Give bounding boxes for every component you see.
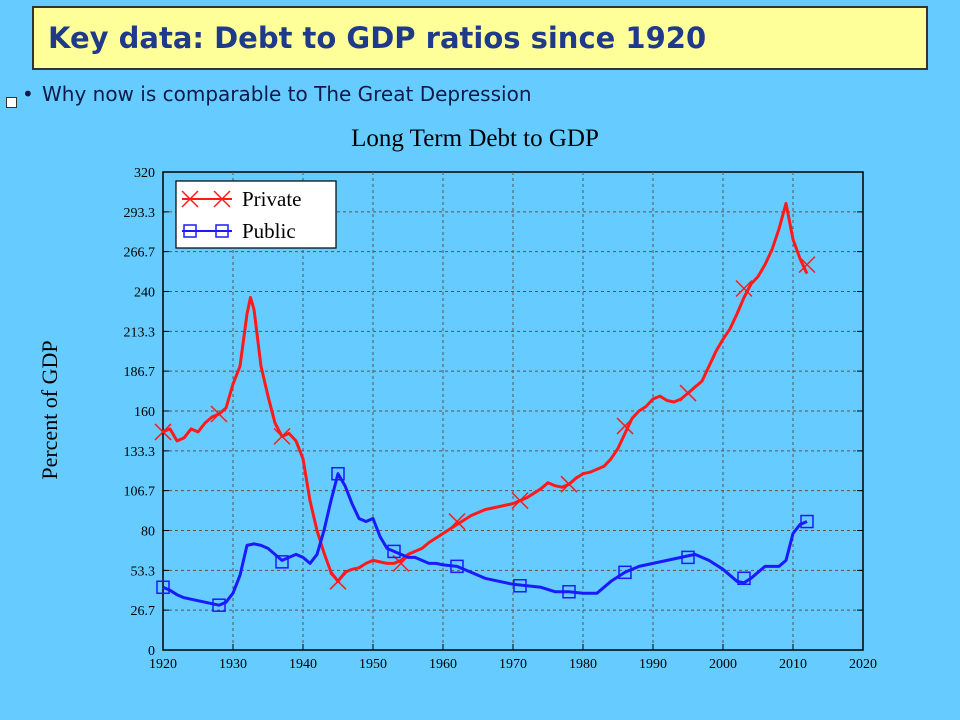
- data-point-private: [679, 384, 697, 402]
- slide-marker-square: [6, 97, 17, 108]
- data-point-private: [273, 427, 291, 445]
- x-tick-label: 1930: [219, 657, 247, 672]
- slide-title-box: Key data: Debt to GDP ratios since 1920: [32, 6, 928, 70]
- x-tick-label: 2010: [779, 657, 807, 672]
- marker-stroke: [560, 475, 578, 493]
- data-point-public: [450, 559, 464, 574]
- y-tick-label: 320: [134, 166, 155, 181]
- data-point-public: [387, 544, 401, 559]
- legend-label-public: Public: [242, 219, 296, 243]
- y-tick-label: 106.7: [124, 485, 156, 500]
- legend-marker: [213, 190, 231, 208]
- marker-stroke: [798, 256, 816, 274]
- series-line-private: [162, 201, 809, 583]
- marker-stroke: [616, 417, 634, 435]
- y-tick-label: 186.7: [124, 365, 156, 380]
- data-point-public: [562, 584, 576, 599]
- marker-stroke: [511, 492, 529, 510]
- x-tick-label: 2020: [849, 657, 877, 672]
- y-axis-ticks: 0 26.7 53.3 80 106.7 133.3 160 186.7 213.3 240 266…: [124, 166, 863, 659]
- y-tick-label: 266.7: [124, 246, 156, 261]
- data-point-public: [681, 550, 695, 565]
- legend-marker: [215, 224, 229, 238]
- grid-lines: [163, 172, 863, 650]
- data-point-private: [798, 256, 816, 274]
- data-point-public: [156, 580, 170, 595]
- bullet-text: Why now is comparable to The Great Depre…: [42, 82, 532, 106]
- legend-item-public: Public: [182, 219, 296, 243]
- x-axis-ticks: 1920 1930 1940 1950 1960 1970 1980 1990 2000 2010…: [149, 644, 877, 672]
- x-tick-label: 1920: [149, 657, 177, 672]
- x-tick-label: 1980: [569, 657, 597, 672]
- y-axis-label: Percent of GDP: [37, 340, 62, 479]
- marker-stroke: [735, 279, 753, 298]
- y-tick-label: 53.3: [131, 564, 156, 579]
- marker-stroke: [448, 513, 466, 531]
- y-tick-label: 80: [141, 525, 155, 540]
- data-point-public: [737, 571, 751, 586]
- marker-stroke: [679, 384, 697, 402]
- data-point-public: [331, 466, 345, 481]
- series-public: [156, 466, 814, 612]
- x-tick-label: 1970: [499, 657, 527, 672]
- y-tick-label: 0: [148, 644, 155, 659]
- marker-stroke: [210, 405, 228, 423]
- y-tick-label: 26.7: [131, 604, 156, 619]
- marker-stroke: [181, 190, 199, 208]
- marker-stroke: [329, 572, 347, 590]
- legend-item-private: Private: [181, 187, 301, 211]
- data-point-public: [212, 598, 226, 612]
- series-private: [154, 201, 816, 590]
- data-point-private: [511, 492, 529, 510]
- data-point-private: [560, 475, 578, 493]
- data-point-private: [735, 279, 753, 298]
- bullet-glyph: •: [22, 82, 34, 106]
- y-tick-label: 240: [134, 286, 155, 301]
- series-line-public: [162, 472, 808, 607]
- x-tick-label: 1990: [639, 657, 667, 672]
- y-tick-label: 213.3: [124, 325, 156, 340]
- x-tick-label: 1960: [429, 657, 457, 672]
- series-group: [154, 201, 816, 612]
- legend-marker: [181, 190, 199, 208]
- y-tick-label: 160: [134, 405, 155, 420]
- data-point-public: [800, 514, 814, 529]
- data-point-public: [618, 565, 632, 580]
- slide-title: Key data: Debt to GDP ratios since 1920: [48, 21, 707, 55]
- data-point-private: [329, 572, 347, 590]
- legend-label-private: Private: [242, 187, 301, 211]
- data-point-public: [275, 555, 289, 569]
- x-tick-label: 1940: [289, 657, 317, 672]
- data-point-private: [210, 405, 228, 423]
- data-point-private: [154, 423, 172, 441]
- legend-marker: [183, 224, 197, 238]
- marker-stroke: [273, 427, 291, 445]
- x-tick-label: 2000: [709, 657, 737, 672]
- legend: Private Public: [175, 180, 337, 249]
- data-point-public: [513, 579, 527, 593]
- marker-stroke: [213, 190, 231, 208]
- legend-box: [175, 180, 337, 249]
- y-tick-label: 133.3: [124, 445, 156, 460]
- x-tick-label: 1950: [359, 657, 387, 672]
- data-point-private: [616, 417, 634, 435]
- bullet-point: • Why now is comparable to The Great Depr…: [22, 82, 532, 106]
- chart-title: Long Term Debt to GDP: [351, 125, 599, 152]
- y-tick-label: 293.3: [124, 206, 156, 221]
- marker-stroke: [154, 423, 172, 441]
- data-point-private: [448, 513, 466, 531]
